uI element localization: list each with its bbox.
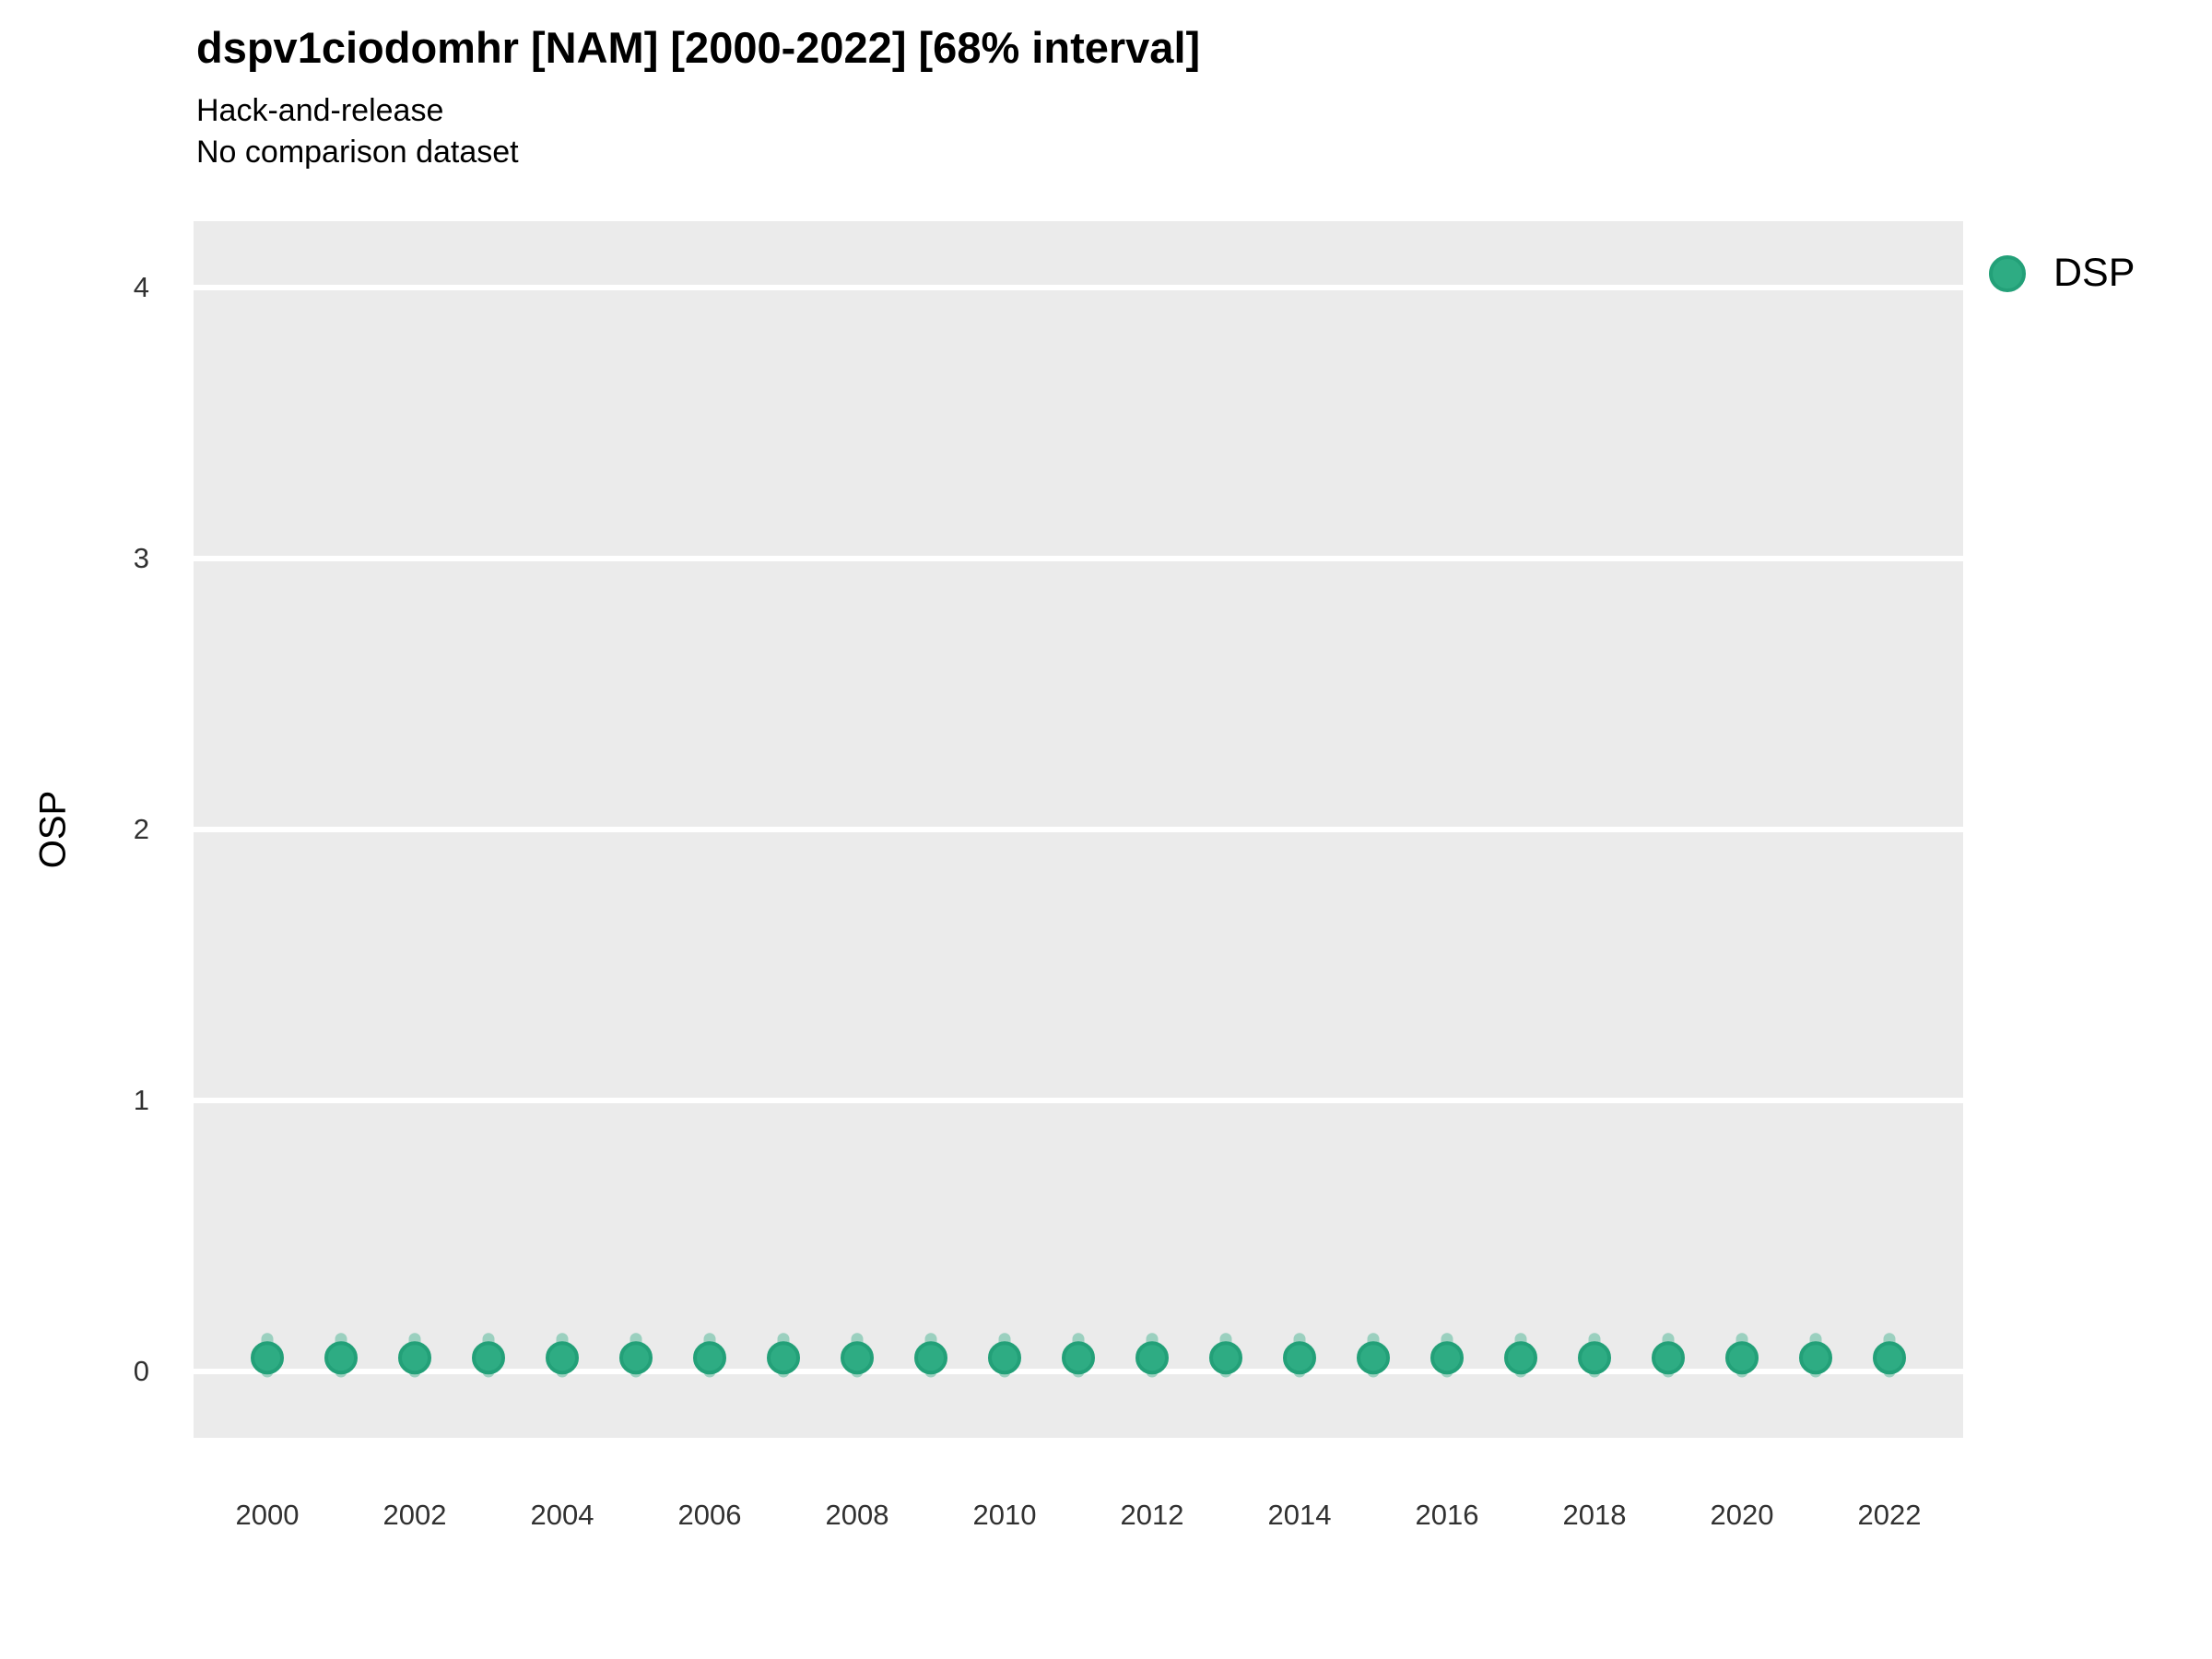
data-point <box>619 1341 653 1375</box>
data-point <box>914 1341 947 1375</box>
x-tick-label: 2010 <box>972 1499 1037 1531</box>
x-tick-label: 2002 <box>382 1499 447 1531</box>
x-tick-label: 2022 <box>1857 1499 1922 1531</box>
x-tick-label: 2018 <box>1562 1499 1627 1531</box>
data-point <box>1135 1341 1169 1375</box>
x-tick-label: 2000 <box>235 1499 300 1531</box>
data-point <box>1578 1341 1611 1375</box>
plot-svg <box>194 285 1963 1378</box>
data-point <box>1873 1341 1906 1375</box>
y-tick-label: 1 <box>133 1083 149 1116</box>
x-tick-label: 2020 <box>1710 1499 1774 1531</box>
y-tick-label: 4 <box>133 271 149 304</box>
chart-subtitle-line1: Hack-and-release <box>196 93 444 128</box>
legend-label: DSP <box>2053 251 2136 295</box>
x-tick-label: 2008 <box>825 1499 889 1531</box>
x-tick-label: 2004 <box>530 1499 594 1531</box>
y-tick-label: 0 <box>133 1354 149 1387</box>
data-point <box>1725 1341 1759 1375</box>
x-tick-label: 2016 <box>1415 1499 1479 1531</box>
data-point <box>1357 1341 1390 1375</box>
data-point <box>472 1341 505 1375</box>
data-point <box>693 1341 726 1375</box>
x-tick-label: 2014 <box>1267 1499 1332 1531</box>
y-tick-label: 3 <box>133 542 149 574</box>
x-tick-label: 2012 <box>1120 1499 1184 1531</box>
data-point <box>1430 1341 1464 1375</box>
chart-title: dspv1ciodomhr [NAM] [2000-2022] [68% int… <box>196 23 1201 72</box>
legend-dot-icon <box>1989 254 2026 292</box>
data-point <box>1799 1341 1832 1375</box>
legend: DSP <box>1989 251 2135 296</box>
data-point <box>324 1341 358 1375</box>
data-point <box>1283 1341 1316 1375</box>
data-point <box>767 1341 800 1375</box>
data-point <box>1062 1341 1095 1375</box>
y-tick-label: 2 <box>133 813 149 845</box>
data-point <box>988 1341 1021 1375</box>
data-point <box>398 1341 431 1375</box>
data-point <box>251 1341 284 1375</box>
data-point <box>546 1341 579 1375</box>
data-point <box>841 1341 874 1375</box>
data-point <box>1504 1341 1537 1375</box>
plot-panel <box>194 221 1963 1438</box>
chart-subtitle-line2: No comparison dataset <box>196 135 519 170</box>
data-point <box>1209 1341 1242 1375</box>
x-tick-label: 2006 <box>677 1499 742 1531</box>
data-point <box>1652 1341 1685 1375</box>
